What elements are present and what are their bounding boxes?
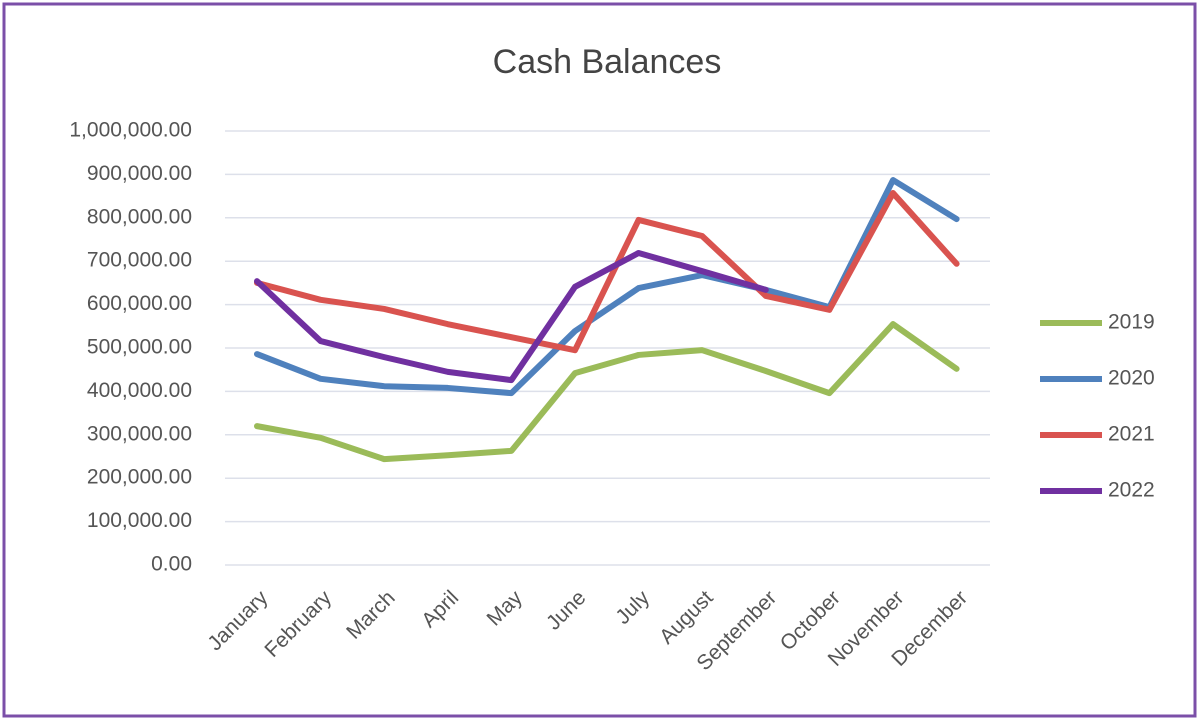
- y-tick-label: 800,000.00: [87, 205, 192, 228]
- series-line: [254, 249, 769, 384]
- chart-title: Cash Balances: [493, 43, 722, 81]
- y-tick-label: 500,000.00: [87, 336, 192, 359]
- y-tick-label: 900,000.00: [87, 162, 192, 185]
- legend-label: 2022: [1108, 479, 1155, 502]
- y-tick-label: 100,000.00: [87, 509, 192, 532]
- y-tick-label: 0.00: [151, 553, 192, 576]
- legend-label: 2021: [1108, 423, 1155, 446]
- y-tick-label: 300,000.00: [87, 422, 192, 445]
- y-tick-label: 200,000.00: [87, 466, 192, 489]
- y-tick-label: 700,000.00: [87, 249, 192, 272]
- legend-label: 2019: [1108, 311, 1155, 334]
- series-line: [254, 190, 960, 354]
- y-tick-label: 1,000,000.00: [69, 119, 192, 142]
- series-line: [254, 321, 960, 463]
- legend-label: 2020: [1108, 367, 1155, 390]
- y-tick-label: 600,000.00: [87, 292, 192, 315]
- y-tick-label: 400,000.00: [87, 379, 192, 402]
